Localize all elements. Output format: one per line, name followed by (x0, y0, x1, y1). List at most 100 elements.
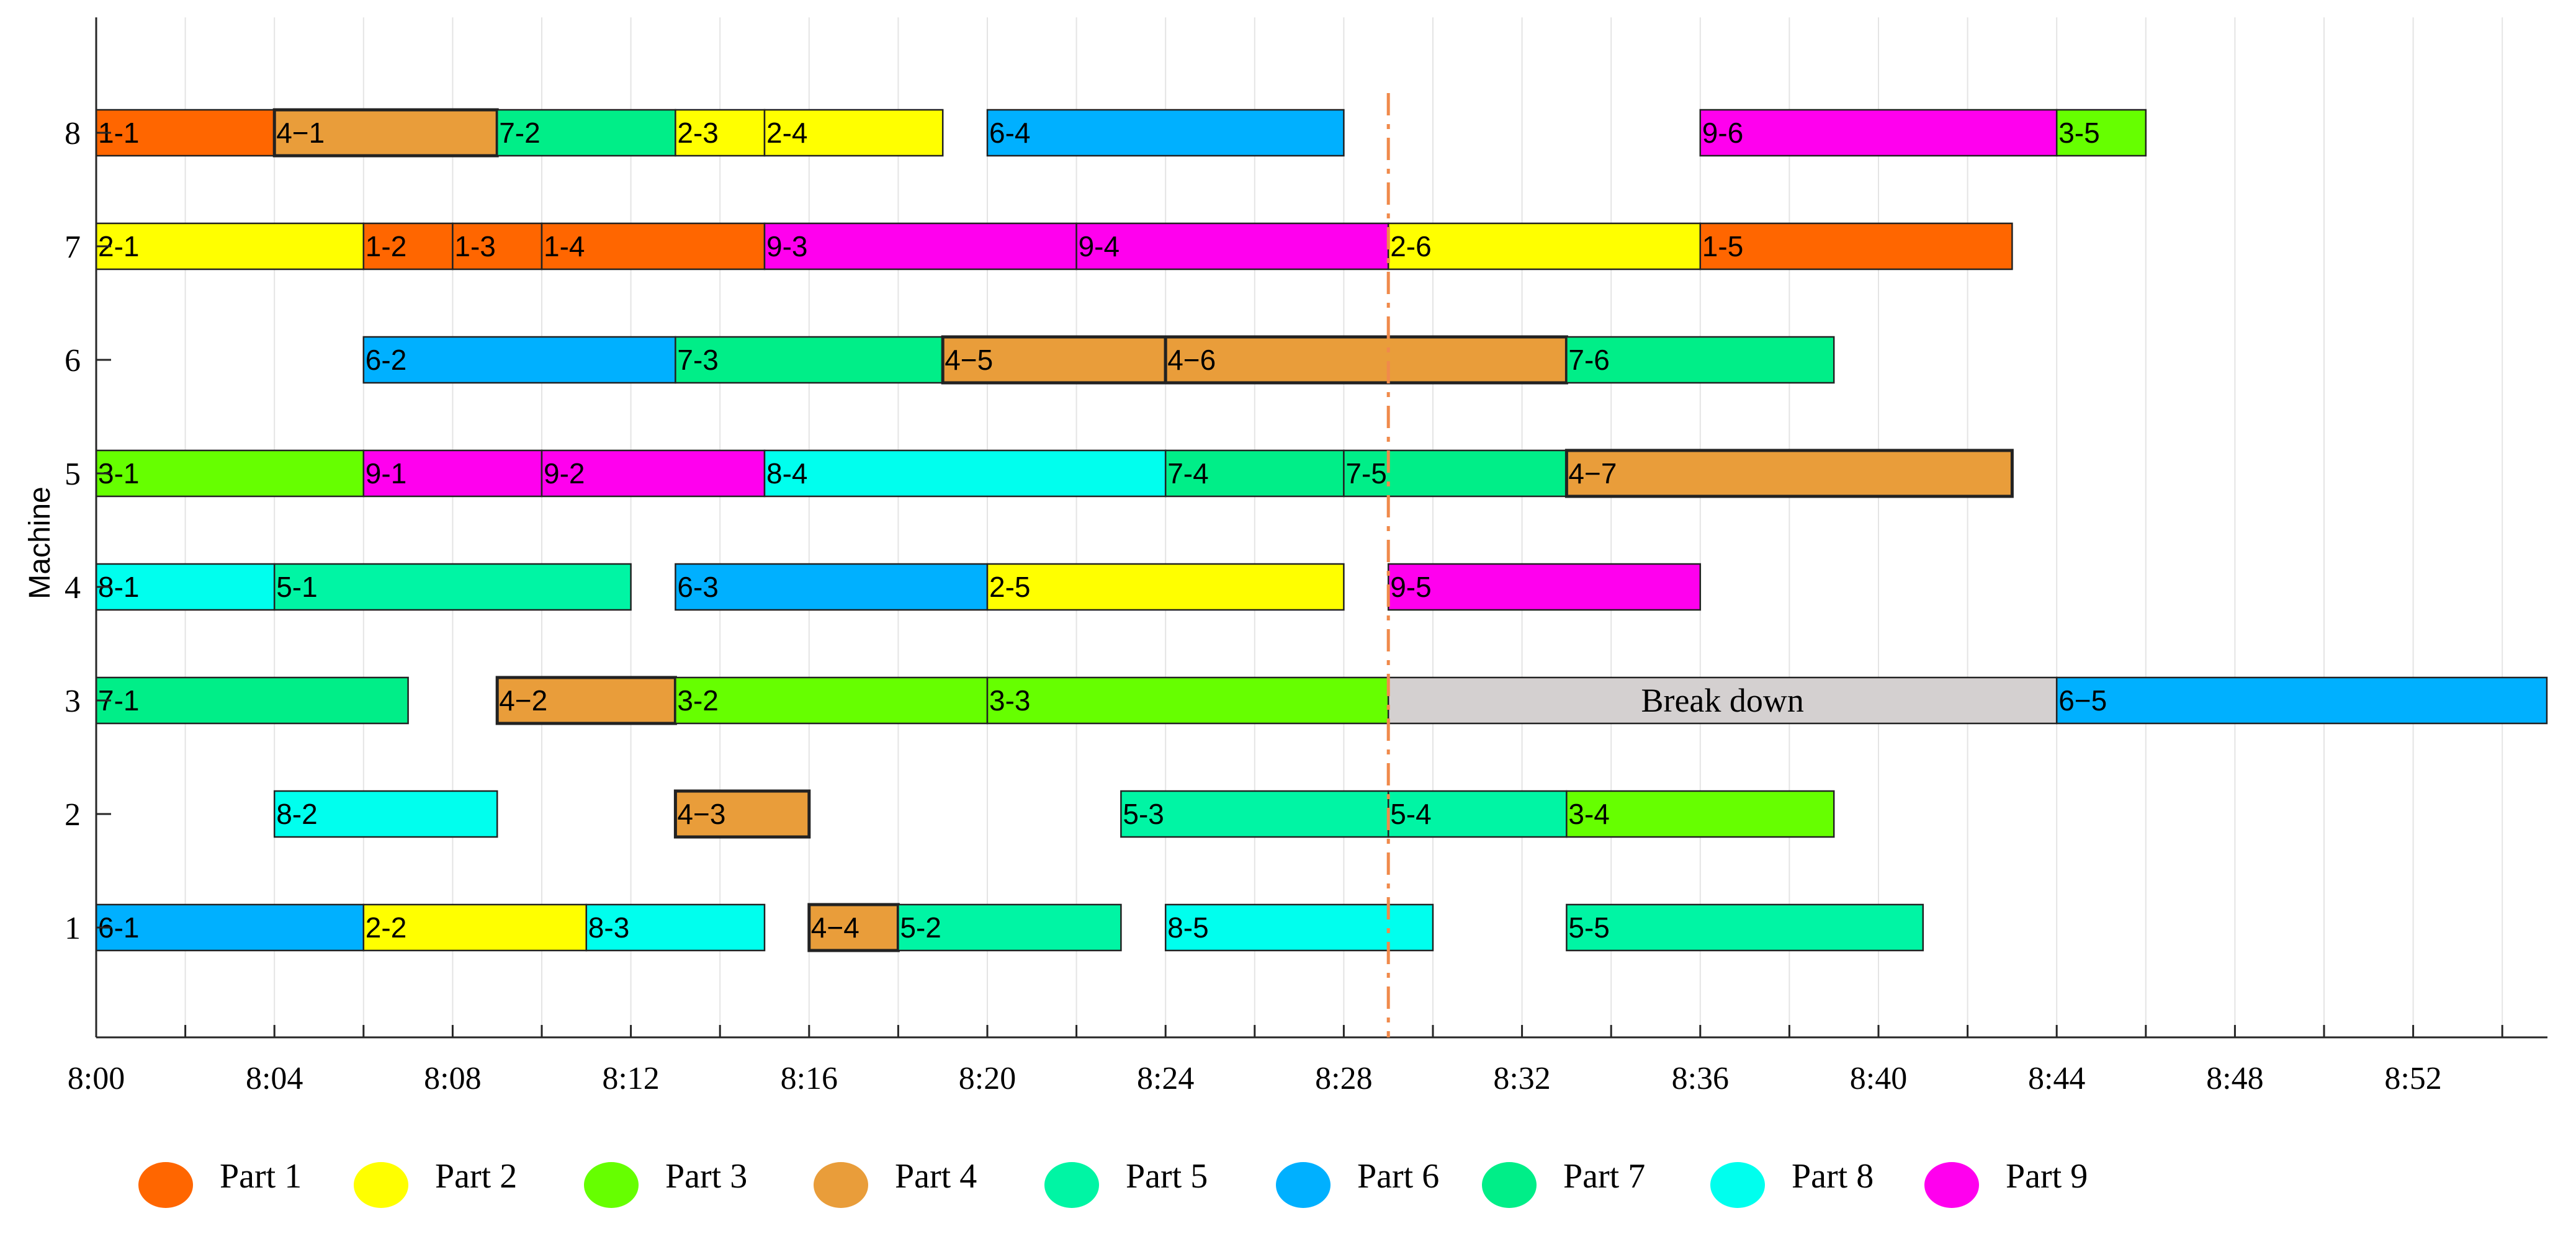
operation-bar (1343, 449, 1568, 498)
operation-bar (675, 563, 989, 611)
operation-label: 7-4 (1167, 457, 1208, 490)
legend-layer: Part 1 Part 2 Part 3 Part 4 Part 5 Part 6 Part… (138, 1157, 2088, 1208)
x-tick-label: 8:32 (1493, 1061, 1550, 1096)
operation-bar (496, 109, 676, 157)
operation-label: 8-2 (276, 798, 317, 830)
operation-bar (541, 222, 766, 271)
operation-bar (675, 676, 989, 725)
operation-label: 9-4 (1079, 230, 1120, 262)
legend-swatch (1710, 1162, 1765, 1208)
x-tick-label: 8:08 (424, 1061, 481, 1096)
operation-bar (763, 109, 944, 157)
legend-swatch (354, 1162, 408, 1208)
operation-label: 3-5 (2058, 117, 2099, 149)
x-tick-label: 8:52 (2384, 1061, 2441, 1096)
operation-label: 9-3 (766, 230, 807, 262)
operation-label: 2-2 (366, 911, 406, 944)
operation-bar (1387, 222, 1702, 271)
operation-bar (1075, 222, 1389, 271)
operation-label: 5-1 (276, 571, 317, 603)
operation-label: 5-4 (1390, 798, 1431, 830)
operation-bar (95, 676, 409, 725)
legend-label: Part 4 (895, 1157, 977, 1196)
operation-label: 4−5 (945, 344, 993, 376)
legend-swatch (1276, 1162, 1331, 1208)
operation-bar (986, 109, 1345, 157)
y-tick-label: 7 (65, 230, 81, 265)
axes-layer: 8:00 8:04 8:08 8:12 8:16 8:20 8:24 8:28 8:32 8:36… (24, 17, 2547, 1096)
operation-bar (1566, 336, 1835, 384)
x-tick-label: 8:04 (246, 1061, 303, 1096)
x-tick-label: 8:44 (2028, 1061, 2085, 1096)
legend-label: Part 9 (2006, 1157, 2088, 1196)
operation-label: 7-5 (1345, 457, 1386, 490)
operation-label: 3-4 (1568, 798, 1609, 830)
operation-bar (95, 563, 276, 611)
operation-bar (273, 790, 498, 838)
operation-bar (2055, 676, 2548, 725)
operation-bar (897, 903, 1122, 952)
operation-label: 3-3 (989, 684, 1030, 717)
operation-bar (362, 903, 588, 952)
y-axis-title: Machine (24, 486, 56, 599)
operation-label: 1-3 (454, 230, 495, 262)
operation-label: 7-2 (499, 117, 540, 149)
operation-bar (1120, 790, 1389, 838)
operation-label: 3-2 (677, 684, 718, 717)
x-tick-label: 8:12 (602, 1061, 659, 1096)
operation-label: 2-3 (677, 117, 718, 149)
legend-swatch (1044, 1162, 1099, 1208)
operation-label: 6-4 (989, 117, 1030, 149)
x-tick-label: 8:20 (959, 1061, 1016, 1096)
operation-label: 4−7 (1568, 457, 1617, 490)
legend-label: Part 5 (1126, 1157, 1208, 1196)
operation-label: 4−3 (677, 798, 725, 830)
operation-bar (1164, 335, 1568, 385)
operation-bar (1564, 449, 2014, 498)
breakdown-bar (1387, 676, 2058, 725)
operation-label: 6-3 (677, 571, 718, 603)
operation-label: 4−6 (1167, 344, 1216, 376)
operation-bar (673, 789, 811, 839)
operation-bar (986, 676, 1389, 725)
x-tick-label: 8:36 (1672, 1061, 1729, 1096)
operation-label: 4−1 (276, 117, 325, 149)
operation-bar (1387, 563, 1702, 611)
operation-label: 5-3 (1123, 798, 1164, 830)
x-tick-label: 8:28 (1315, 1061, 1372, 1096)
legend-label: Part 2 (435, 1157, 517, 1196)
operation-label: 2-5 (989, 571, 1030, 603)
operation-label: 5-5 (1568, 911, 1609, 944)
operation-bar (1699, 222, 2013, 271)
operation-label: 4−2 (499, 684, 547, 717)
legend-swatch (584, 1162, 639, 1208)
operation-bar (273, 563, 632, 611)
operation-label: 7-3 (677, 344, 718, 376)
y-tick-label: 8 (65, 116, 81, 151)
grid-layer (184, 17, 2503, 1037)
y-tick-label: 4 (65, 570, 81, 606)
operation-bar (495, 676, 677, 725)
legend-label: Part 3 (665, 1157, 747, 1196)
operation-bar (675, 109, 766, 157)
x-tick-label: 8:48 (2206, 1061, 2263, 1096)
operation-bar (585, 903, 766, 952)
x-tick-label: 8:16 (781, 1061, 838, 1096)
legend-swatch (138, 1162, 193, 1208)
y-tick-label: 2 (65, 797, 81, 833)
legend-label: Part 7 (1563, 1157, 1645, 1196)
operation-bar (95, 449, 365, 498)
operation-label: 2-4 (766, 117, 807, 149)
operation-bar (362, 449, 543, 498)
operation-bar (675, 336, 944, 384)
operation-label: 8-5 (1167, 911, 1208, 944)
operation-label: 9-5 (1390, 571, 1431, 603)
legend-swatch (1924, 1162, 1979, 1208)
operation-bar (986, 563, 1345, 611)
operation-label: 1-2 (366, 230, 406, 262)
operation-label: 6-2 (366, 344, 406, 376)
y-tick-label: 1 (65, 911, 81, 946)
operation-bar (1566, 903, 1924, 952)
operation-bar (1699, 109, 2058, 157)
operation-label: 7-6 (1568, 344, 1609, 376)
